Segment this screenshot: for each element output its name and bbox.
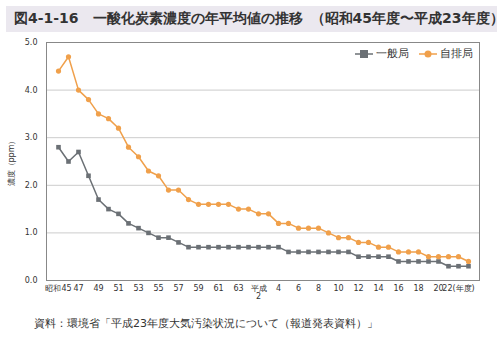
svg-text:57: 57 xyxy=(173,284,183,293)
svg-text:平成2: 平成2 xyxy=(251,284,267,301)
svg-text:0.0: 0.0 xyxy=(25,276,38,285)
html-text:一般局: 一般局 xyxy=(376,47,409,60)
html-text:図4-1-16 一酸化炭素濃度の年平均値の推移: 図4-1-16 一酸化炭素濃度の年平均値の推移 xyxy=(14,10,303,26)
svg-text:10: 10 xyxy=(333,284,343,293)
svg-text:3.0: 3.0 xyxy=(25,133,38,142)
svg-text:63: 63 xyxy=(233,284,243,293)
svg-text:61: 61 xyxy=(213,284,223,293)
svg-text:5.0: 5.0 xyxy=(25,38,38,47)
svg-text:53: 53 xyxy=(133,284,143,293)
svg-text:6: 6 xyxy=(296,284,301,293)
svg-text:55: 55 xyxy=(153,284,163,293)
svg-text:濃度（ppm）: 濃度（ppm） xyxy=(7,137,16,187)
svg-text:59: 59 xyxy=(193,284,203,293)
svg-text:14: 14 xyxy=(373,284,383,293)
svg-text:1.0: 1.0 xyxy=(25,228,38,237)
svg-text:昭和45: 昭和45 xyxy=(45,284,71,293)
svg-text:2.0: 2.0 xyxy=(25,181,38,190)
svg-text:4.0: 4.0 xyxy=(25,86,38,95)
html-text:資料：環境省「平成23年度大気汚染状況について（報道発表資料: 資料：環境省「平成23年度大気汚染状況について（報道発表資料）」 xyxy=(34,317,378,330)
svg-text:20: 20 xyxy=(433,284,444,294)
svg-text:49: 49 xyxy=(93,284,103,293)
html-text:自排局: 自排局 xyxy=(440,47,473,60)
html-text:（昭和45年度〜平成23年度）: （昭和45年度〜平成23年度） xyxy=(310,10,503,26)
svg-text:8: 8 xyxy=(316,284,321,293)
svg-text:47: 47 xyxy=(73,284,83,293)
svg-text:12: 12 xyxy=(353,284,363,293)
svg-text:51: 51 xyxy=(113,284,123,293)
svg-text:18: 18 xyxy=(413,284,423,293)
svg-text:4: 4 xyxy=(276,284,281,293)
svg-text:22(年度): 22(年度) xyxy=(442,284,474,293)
svg-text:16: 16 xyxy=(393,284,403,293)
